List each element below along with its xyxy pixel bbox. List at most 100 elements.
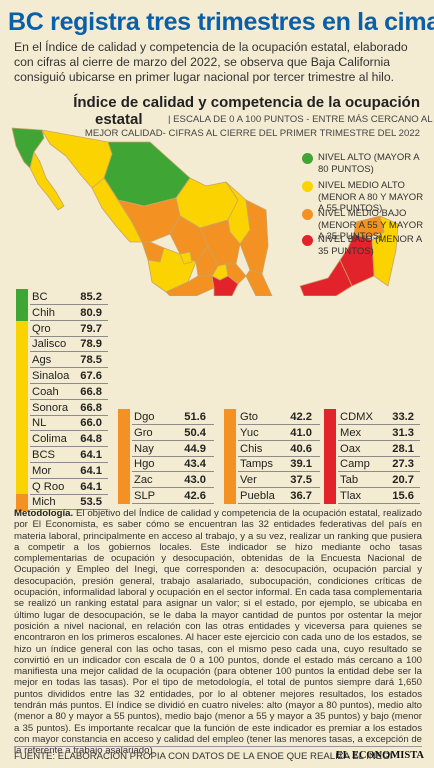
table-row: Sinaloa 67.6	[16, 368, 108, 384]
state-score: 37.5	[290, 474, 312, 487]
table-row: CDMX 33.2	[324, 409, 420, 425]
map-state-hgo	[225, 263, 247, 285]
chart-title-line2: estatal	[95, 111, 143, 128]
level-color-strip	[16, 431, 28, 448]
legend-item: NIVEL MEDIO ALTO (MENOR A 80 Y MAYOR A 5…	[300, 180, 430, 215]
row-divider	[338, 424, 420, 425]
state-score: 51.6	[184, 411, 206, 423]
state-score: 43.0	[184, 474, 206, 487]
state-name: Mex	[340, 426, 362, 439]
state-score: 31.3	[392, 426, 414, 439]
table-row: Mor 64.1	[16, 463, 108, 479]
state-name: Coah	[32, 385, 59, 398]
level-color-strip	[16, 494, 28, 511]
legend-swatch	[302, 181, 313, 192]
state-name: Mich	[32, 496, 56, 509]
state-name: Zac	[134, 474, 153, 487]
state-score: 66.0	[80, 417, 102, 430]
table-row: Mich 53.5	[16, 494, 108, 511]
state-score: 53.5	[80, 496, 102, 509]
state-name: Puebla	[240, 490, 275, 502]
level-color-strip	[16, 462, 28, 480]
row-divider	[30, 430, 108, 432]
state-name: Hgo	[134, 458, 155, 471]
level-color-strip	[118, 472, 130, 489]
state-name: Dgo	[134, 411, 155, 423]
level-color-strip	[16, 399, 28, 416]
level-color-strip	[118, 424, 130, 442]
table-row: BCS 64.1	[16, 447, 108, 463]
map-state-ver	[245, 269, 273, 296]
state-score: 27.3	[392, 458, 414, 471]
table-row: Chis 40.6	[224, 441, 320, 457]
legend-swatch	[302, 235, 313, 246]
state-score: 33.2	[392, 411, 414, 423]
state-name: Chih	[32, 306, 56, 319]
state-name: Camp	[340, 458, 370, 471]
table-row: Ags 78.5	[16, 352, 108, 369]
table-row: Colima 64.8	[16, 431, 108, 448]
state-score: 28.1	[392, 442, 414, 455]
table-row: NL 66.0	[16, 415, 108, 432]
table-row: Sonora 66.8	[16, 400, 108, 416]
row-divider	[338, 503, 420, 504]
legend-label: NIVEL MEDIO BAJO (MENOR A 55 Y MAYOR A 3…	[318, 208, 424, 242]
level-color-strip	[324, 488, 336, 505]
state-name: Chis	[240, 442, 263, 455]
table-row: Tlax 15.6	[324, 488, 420, 504]
source-note: FUENTE: ELABORACIÓN PROPIA CON DATOS DE …	[14, 751, 393, 762]
footer-divider	[14, 746, 422, 747]
state-score: 78.5	[80, 354, 102, 367]
ranking-column: CDMX 33.2 Mex 31.3 Oax 28.1 Camp 27.3 Tab 20.7 Tla…	[324, 409, 420, 505]
row-divider	[338, 471, 420, 473]
state-score: 64.8	[80, 433, 102, 446]
chart-scale-note: | ESCALA DE 0 A 100 PUNTOS - ENTRE MÁS C…	[168, 114, 434, 125]
table-row: Mex 31.3	[324, 425, 420, 441]
table-row: Zac 43.0	[118, 472, 214, 489]
table-row: SLP 42.6	[118, 488, 214, 504]
state-score: 15.6	[392, 490, 414, 502]
state-name: Qro	[32, 322, 51, 335]
row-divider	[238, 424, 320, 425]
state-score: 66.8	[80, 401, 102, 414]
row-divider	[238, 503, 320, 504]
state-score: 36.7	[290, 490, 312, 502]
page-title: BC registra tres trimestres en la cima	[8, 8, 434, 36]
row-divider	[30, 477, 108, 479]
row-divider	[132, 439, 214, 441]
row-divider	[132, 487, 214, 489]
table-row: Oax 28.1	[324, 441, 420, 457]
table-row: Jalisco 78.9	[16, 336, 108, 353]
state-score: 39.1	[290, 458, 312, 471]
state-name: Gto	[240, 411, 259, 423]
row-divider	[30, 304, 108, 305]
ranking-column: BC 85.2 Chih 80.9 Qro 79.7 Jalisco 78.9 Ags 78.5 S…	[16, 289, 108, 511]
state-score: 78.9	[80, 338, 102, 351]
row-divider	[338, 455, 420, 457]
level-color-strip	[324, 472, 336, 489]
table-row: Coah 66.8	[16, 384, 108, 400]
table-row: Q Roo 64.1	[16, 479, 108, 495]
table-row: Gro 50.4	[118, 425, 214, 441]
brand-logo: EL ECONOMISTA	[335, 750, 424, 761]
table-row: Qro 79.7	[16, 321, 108, 337]
table-row: Hgo 43.4	[118, 456, 214, 473]
row-divider	[30, 319, 108, 321]
row-divider	[338, 487, 420, 489]
ranking-column: Gto 42.2 Yuc 41.0 Chis 40.6 Tamps 39.1 Ver 37.5 Pu…	[224, 409, 320, 505]
row-divider	[30, 509, 108, 511]
row-divider	[30, 335, 108, 337]
table-row: Gto 42.2	[224, 409, 320, 425]
map-state-camp	[339, 233, 375, 287]
table-row: Chih 80.9	[16, 305, 108, 321]
state-name: Ags	[32, 354, 52, 367]
legend-item: NIVEL BAJO (MENOR A 35 PUNTOS)	[300, 234, 430, 257]
row-divider	[338, 439, 420, 441]
map-state-mex	[211, 275, 239, 296]
state-score: 43.4	[184, 458, 206, 471]
state-name: BCS	[32, 449, 56, 461]
state-name: Jalisco	[32, 338, 67, 351]
state-name: Colima	[32, 433, 67, 446]
legend-item: NIVEL MEDIO BAJO (MENOR A 55 Y MAYOR A 3…	[300, 208, 430, 243]
table-row: Nay 44.9	[118, 441, 214, 457]
